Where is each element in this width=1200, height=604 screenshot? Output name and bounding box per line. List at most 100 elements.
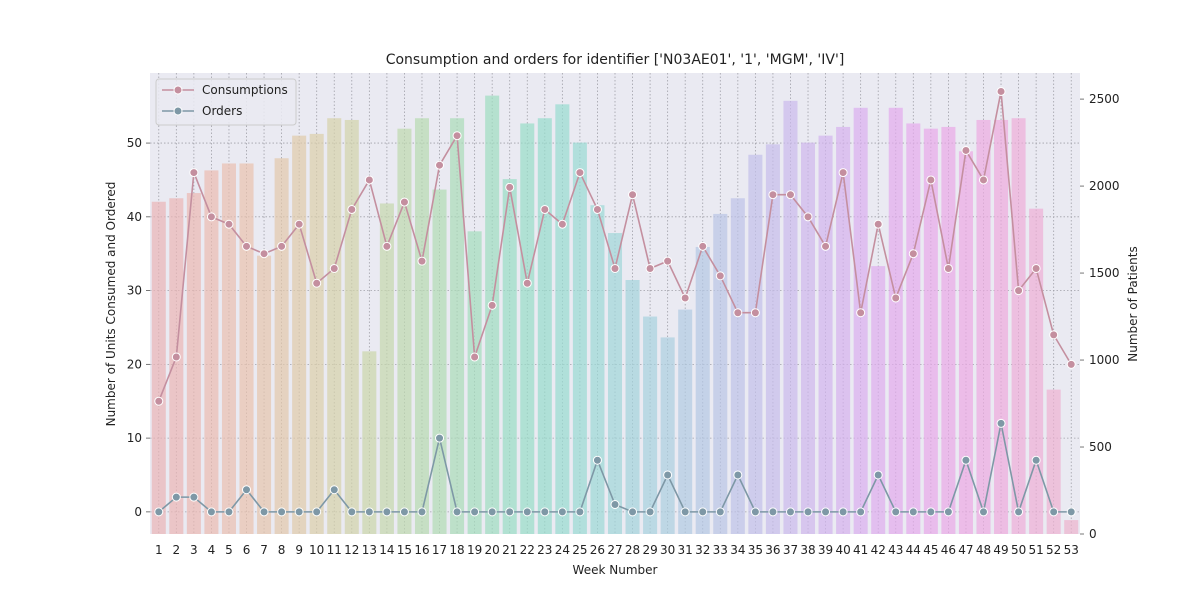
x-tick-label: 22 (520, 543, 535, 557)
patient-bar (871, 266, 886, 534)
x-tick-label: 13 (362, 543, 377, 557)
series-point-orders (838, 507, 848, 517)
legend-label-orders: Orders (202, 104, 242, 118)
patient-bar (748, 154, 763, 534)
series-point-orders (364, 507, 374, 517)
series-point-consumptions (943, 263, 953, 273)
patient-bar (397, 128, 412, 535)
x-tick-label: 34 (730, 543, 745, 557)
series-point-consumptions (487, 300, 497, 310)
series-point-orders (470, 507, 480, 517)
series-point-consumptions (838, 168, 848, 178)
patient-bar (555, 104, 570, 535)
series-point-consumptions (996, 86, 1006, 96)
series-point-orders (663, 470, 673, 480)
x-tick-label: 27 (607, 543, 622, 557)
series-point-orders (1049, 507, 1059, 517)
y2-axis-title: Number of Patients (1126, 246, 1140, 361)
patient-bar (660, 337, 675, 534)
series-point-orders (873, 470, 883, 480)
patient-bar (695, 246, 710, 534)
y-tick-label: 0 (134, 505, 142, 519)
patient-bar (151, 201, 166, 535)
series-point-orders (1031, 455, 1041, 465)
x-tick-label: 42 (871, 543, 886, 557)
x-tick-label: 16 (414, 543, 429, 557)
legend: Consumptions Orders (155, 78, 297, 126)
series-point-orders (277, 507, 287, 517)
series-point-consumptions (557, 219, 567, 229)
patient-bar (169, 198, 184, 535)
series-point-orders (435, 433, 445, 443)
patient-bar (923, 128, 938, 535)
series-point-orders (698, 507, 708, 517)
x-tick-label: 11 (327, 543, 342, 557)
x-tick-label: 51 (1028, 543, 1043, 557)
series-point-orders (294, 507, 304, 517)
series-point-consumptions (189, 168, 199, 178)
series-point-orders (206, 507, 216, 517)
y-tick-label: 20 (127, 357, 142, 371)
series-point-orders (733, 470, 743, 480)
series-point-orders (908, 507, 918, 517)
x-tick-label: 19 (467, 543, 482, 557)
series-point-consumptions (663, 256, 673, 266)
series-point-orders (312, 507, 322, 517)
patient-bar (485, 95, 500, 534)
series-point-consumptions (803, 212, 813, 222)
y2-tick-label: 2000 (1089, 179, 1120, 193)
series-point-orders (961, 455, 971, 465)
x-tick-label: 36 (765, 543, 780, 557)
x-tick-label: 23 (537, 543, 552, 557)
patient-bar (801, 142, 816, 534)
series-point-consumptions (610, 263, 620, 273)
patient-bar (625, 280, 640, 534)
patient-bar (1046, 389, 1061, 534)
x-tick-label: 40 (835, 543, 850, 557)
x-tick-label: 30 (660, 543, 675, 557)
series-point-orders (242, 485, 252, 495)
patient-bar (204, 170, 219, 534)
series-point-consumptions (399, 197, 409, 207)
series-point-consumptions (698, 241, 708, 251)
patient-bar (713, 213, 728, 535)
x-tick-label: 48 (976, 543, 991, 557)
patient-bar (467, 231, 482, 534)
series-point-orders (891, 507, 901, 517)
patient-bar (994, 119, 1009, 534)
series-point-orders (224, 507, 234, 517)
series-point-orders (856, 507, 866, 517)
x-tick-label: 37 (783, 543, 798, 557)
patient-bar (450, 118, 465, 534)
series-point-orders (452, 507, 462, 517)
series-point-orders (1066, 507, 1076, 517)
series-point-orders (575, 507, 585, 517)
series-point-consumptions (891, 293, 901, 303)
x-tick-label: 18 (449, 543, 464, 557)
series-point-consumptions (470, 352, 480, 362)
x-tick-label: 4 (208, 543, 216, 557)
y-axis-title: Number of Units Consumed and Ordered (104, 182, 118, 427)
series-point-orders (715, 507, 725, 517)
series-point-orders (750, 507, 760, 517)
patient-bar (1064, 520, 1079, 534)
y2-tick-label: 2500 (1089, 92, 1120, 106)
series-point-orders (540, 507, 550, 517)
series-point-orders (382, 507, 392, 517)
patient-bar (976, 119, 991, 534)
series-point-orders (487, 507, 497, 517)
x-tick-label: 24 (555, 543, 570, 557)
x-tick-label: 50 (1011, 543, 1026, 557)
series-point-consumptions (505, 182, 515, 192)
series-point-consumptions (242, 241, 252, 251)
x-tick-label: 49 (993, 543, 1008, 557)
patient-bar (853, 107, 868, 534)
series-point-orders (189, 492, 199, 502)
x-tick-label: 39 (818, 543, 833, 557)
series-point-consumptions (294, 219, 304, 229)
series-point-consumptions (171, 352, 181, 362)
series-point-consumptions (364, 175, 374, 185)
y2-tick-label: 0 (1089, 527, 1097, 541)
x-tick-label: 10 (309, 543, 324, 557)
